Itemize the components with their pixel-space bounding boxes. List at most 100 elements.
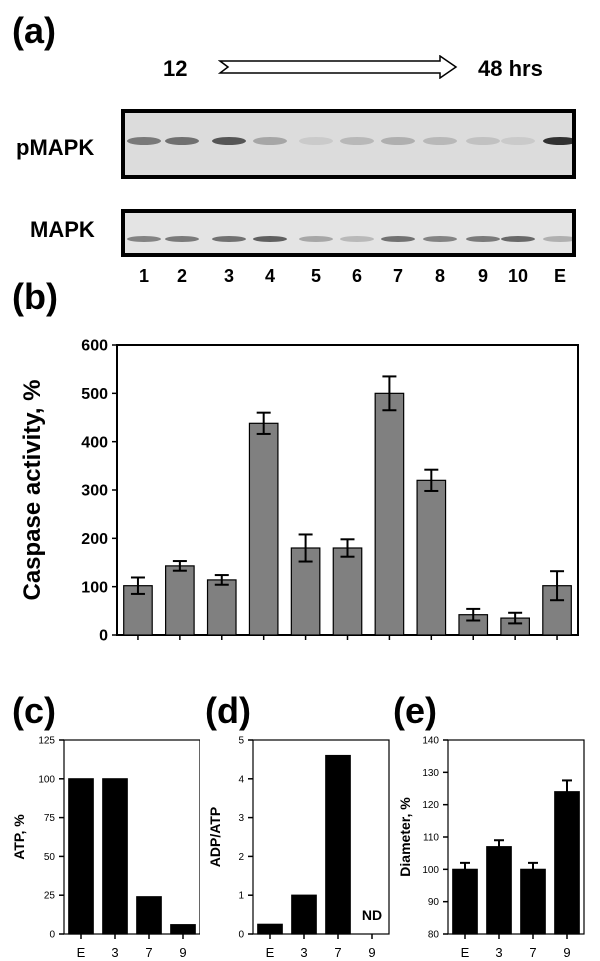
x-tick-label: 2: [175, 647, 184, 650]
x-tick-label: 3: [495, 945, 502, 960]
x-tick-label: E: [551, 647, 562, 650]
y-tick-label: 120: [422, 800, 439, 811]
blot-band: [127, 137, 161, 145]
chart-diameter: 80 90 100 110 120 130 140 E 3 7 9 Diameter, %: [397, 736, 585, 960]
chart-caspase: 0 100 200 300 400 500 600 1 2 3 4 5 6 7 8 9 10 E Caspase a…: [19, 338, 579, 650]
y-tick-label: 100: [422, 865, 439, 876]
y-axis-label: ADP/ATP: [207, 807, 223, 867]
bar: [165, 565, 195, 636]
blot-band: [127, 236, 161, 242]
timeline-arrow-icon: [218, 55, 458, 79]
y-tick-label: 600: [81, 338, 108, 355]
bar: [68, 778, 94, 935]
chart-atp: 0 25 50 75 100 125 E 3 7 9 ATP, %: [11, 736, 200, 960]
x-tick-label: 9: [563, 945, 570, 960]
y-tick-label: 3: [238, 813, 244, 824]
bar: [374, 392, 405, 636]
bar: [332, 547, 363, 636]
blot-band: [299, 137, 333, 145]
y-tick-label: 125: [38, 736, 55, 747]
timeline-end: 48 hrs: [478, 56, 543, 81]
bar: [554, 791, 580, 935]
bar: [542, 585, 572, 636]
blot-band: [340, 137, 374, 145]
x-tick-label: 7: [145, 945, 152, 960]
y-axis-label: Caspase activity, %: [19, 379, 46, 600]
blot-band: [212, 236, 246, 242]
blot-band: [466, 236, 500, 242]
bar: [136, 896, 162, 935]
y-tick-label: 100: [38, 774, 55, 785]
y-tick-label: 130: [422, 768, 439, 779]
panel-label-a: (a): [12, 10, 56, 51]
blot-band: [340, 236, 374, 242]
lane-number: 5: [310, 266, 321, 286]
blot-band: [381, 236, 415, 242]
y-tick-label: 25: [44, 891, 56, 902]
blot-band: [299, 236, 333, 242]
blot-band: [501, 236, 535, 242]
lane-number: 4: [264, 266, 275, 286]
y-tick-label: 0: [99, 628, 108, 645]
mapk-label: MAPK: [30, 217, 95, 242]
lane-number: 10: [507, 266, 529, 286]
mapk-blot: [121, 209, 576, 257]
pmapk-bands: [127, 137, 572, 145]
x-tick-label: 7: [385, 647, 394, 650]
blot-band: [212, 137, 246, 145]
y-tick-label: 200: [81, 531, 108, 548]
x-tick-label: 7: [529, 945, 536, 960]
y-tick-label: 80: [428, 930, 440, 941]
y-axis-label: Diameter, %: [397, 797, 413, 877]
x-tick-label: 3: [300, 945, 307, 960]
bar: [416, 479, 447, 636]
bar: [248, 422, 279, 636]
x-tick-label: 9: [179, 945, 186, 960]
bar-annotation: ND: [362, 907, 382, 923]
lane-number: 6: [351, 266, 362, 286]
x-tick-label: 9: [468, 647, 477, 650]
x-tick-label: 9: [368, 945, 375, 960]
y-tick-label: 0: [238, 930, 244, 941]
bar: [452, 868, 478, 935]
blot-band: [423, 137, 457, 145]
plot-frame: [252, 739, 390, 935]
x-tick-label: 1: [133, 647, 142, 650]
x-tick-label: E: [461, 945, 470, 960]
y-tick-label: 100: [81, 579, 108, 596]
blot-band: [381, 137, 415, 145]
x-tick-label: 10: [506, 647, 525, 650]
y-tick-label: 5: [238, 736, 244, 747]
bar: [520, 868, 546, 935]
bar: [170, 924, 196, 935]
lane-number: 7: [392, 266, 403, 286]
blot-band: [423, 236, 457, 242]
mapk-bands: [127, 236, 572, 242]
lane-number: 3: [223, 266, 234, 286]
y-tick-label: 500: [81, 386, 108, 403]
y-tick-label: 4: [238, 774, 244, 785]
y-tick-label: 50: [44, 852, 56, 863]
x-tick-label: 3: [217, 647, 226, 650]
y-tick-label: 2: [238, 852, 244, 863]
bar: [325, 754, 351, 935]
blot-band: [165, 137, 199, 145]
chart-adp-atp: 0 1 2 3 4 5 E 3 7 ND 9 ADP/ATP: [207, 736, 390, 960]
y-tick-label: 0: [49, 930, 55, 941]
bar: [291, 894, 317, 935]
lane-number: 2: [176, 266, 187, 286]
y-tick-label: 140: [422, 736, 439, 747]
bar: [206, 579, 237, 636]
blot-band: [253, 236, 287, 242]
x-tick-label: E: [266, 945, 275, 960]
pmapk-blot: [121, 109, 576, 179]
blot-band: [543, 137, 572, 145]
blot-band: [543, 236, 572, 242]
y-tick-label: 1: [238, 891, 244, 902]
x-tick-label: 4: [259, 647, 269, 650]
x-tick-label: 7: [334, 945, 341, 960]
blot-band: [253, 137, 287, 145]
plot-frame: [63, 739, 200, 935]
panel-label-b: (b): [12, 276, 58, 317]
x-tick-label: 8: [427, 647, 436, 650]
